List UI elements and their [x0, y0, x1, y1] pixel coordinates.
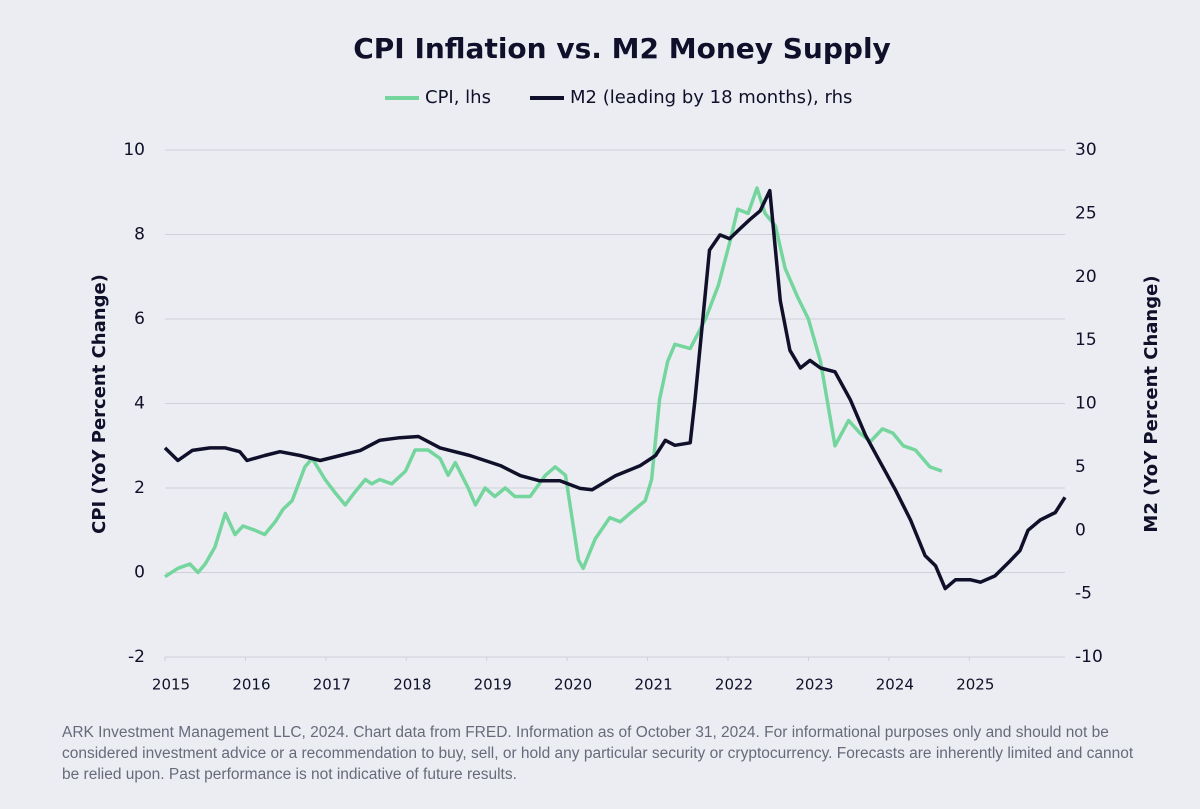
legend-label: M2 (leading by 18 months), rhs	[570, 87, 852, 108]
y2-tick-label: -10	[1075, 647, 1103, 667]
x-tick-label: 2019	[474, 676, 512, 694]
chart-title: CPI Inflation vs. M2 Money Supply	[353, 32, 891, 65]
y2-tick-label: -5	[1075, 584, 1092, 604]
y-tick-label: 2	[134, 478, 145, 498]
y-tick-label: 6	[134, 309, 145, 329]
x-tick-label: 2016	[232, 676, 270, 694]
line-series	[163, 188, 1067, 591]
line-series	[164, 186, 943, 579]
footnote: ARK Investment Management LLC, 2024. Cha…	[62, 724, 1134, 783]
y2-tick-label: 25	[1075, 203, 1097, 223]
x-tick-label: 2022	[715, 676, 753, 694]
x-tick-label: 2023	[795, 676, 833, 694]
y2-tick-label: 15	[1075, 330, 1097, 350]
x-tick-label: 2015	[152, 676, 190, 694]
y2-tick-label: 30	[1075, 140, 1097, 160]
x-tick-label: 2020	[554, 676, 592, 694]
y-axis-label: CPI (YoY Percent Change)	[89, 274, 110, 534]
x-tick-label: 2025	[956, 676, 994, 694]
y-tick-label: 10	[123, 140, 145, 160]
y2-tick-label: 0	[1075, 520, 1086, 540]
legend-label: CPI, lhs	[425, 87, 491, 108]
y-tick-label: -2	[128, 647, 145, 667]
y2-tick-label: 5	[1075, 457, 1086, 477]
y2-axis-label: M2 (YoY Percent Change)	[1141, 275, 1162, 532]
x-tick-label: 2024	[876, 676, 914, 694]
y-tick-label: 8	[134, 225, 145, 245]
x-tick-label: 2018	[393, 676, 431, 694]
y-tick-label: 4	[134, 394, 145, 414]
y-tick-label: 0	[134, 563, 145, 583]
x-tick-label: 2017	[313, 676, 351, 694]
y2-tick-label: 20	[1075, 267, 1097, 287]
y2-tick-label: 10	[1075, 394, 1097, 414]
chart: CPI Inflation vs. M2 Money Supply CPI (Y…	[89, 32, 1162, 694]
x-tick-label: 2021	[634, 676, 672, 694]
